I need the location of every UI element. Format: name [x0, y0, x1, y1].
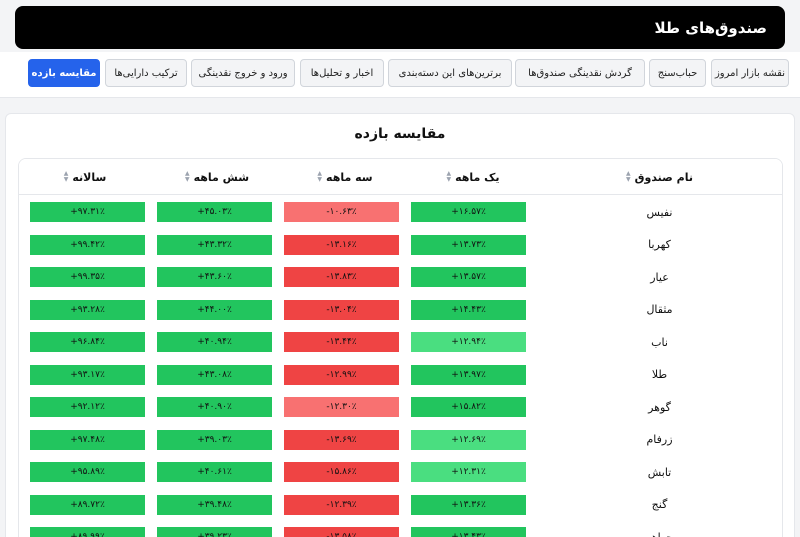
table-row[interactable]: زرفام +۱۲.۶۹٪ -۱۳.۶۹٪ +۳۹.۰۳٪ +۹۷.۴۸٪: [19, 424, 782, 457]
one-month-cell: +۱۳.۳۶٪: [411, 494, 526, 515]
annual-cell: +۸۹.۷۲٪: [30, 494, 145, 515]
tab-return-comparison[interactable]: مقایسه بازده: [28, 59, 100, 87]
one-month-cell: +۱۲.۶۹٪: [411, 429, 526, 450]
tab-news-analysis[interactable]: اخبار و تحلیل‌ها: [300, 59, 384, 87]
fund-name: زرفام: [646, 433, 673, 447]
fund-name: کهربا: [648, 238, 671, 252]
six-month-cell: +۴۳.۶۰٪: [157, 267, 272, 287]
tab-market-map[interactable]: نقشه بازار امروز: [711, 59, 789, 87]
fund-name: طلا: [651, 368, 668, 382]
three-month-cell: -۱۲.۳۰٪: [284, 397, 399, 417]
tab-liquidity-in-out[interactable]: ورود و خروج نقدینگی: [191, 59, 295, 87]
sort-icon: ▲ ▼: [317, 170, 323, 183]
annual-cell: +۹۷.۳۱٪: [30, 202, 145, 222]
fund-name: جواهر: [537, 521, 782, 537]
annual-cell: +۹۵.۸۹٪: [30, 462, 145, 482]
one-month-cell: +۱۳.۵۷٪: [411, 267, 526, 287]
sort-icon: ▲ ▼: [184, 170, 190, 183]
six-month-cell: +۴۴.۰۰٪: [157, 299, 272, 320]
tab-asset-composition[interactable]: ترکیب دارایی‌ها: [105, 59, 187, 87]
annual-cell: +۹۹.۴۲٪: [30, 234, 145, 255]
fund-name: مثقال: [646, 303, 673, 317]
fund-name: ناب: [651, 335, 668, 349]
column-header-fund-name[interactable]: نام صندوق ▲ ▼: [537, 159, 782, 195]
tabs-bar: نقشه بازار امروز حباب‌سنج گردش نقدینگی ص…: [0, 52, 800, 98]
table-row[interactable]: مثقال +۱۴.۴۳٪ -۱۳.۰۴٪ +۴۴.۰۰٪ +۹۳.۲۸٪: [19, 294, 782, 327]
column-label: شش ماهه: [193, 170, 250, 184]
column-label: یک ماهه: [455, 170, 500, 184]
returns-table: نام صندوق ▲ ▼ یک ماهه ▲ ▼ سه ماهه ▲ ▼ شش ما…: [18, 158, 783, 537]
fund-name: گنج: [651, 498, 668, 512]
annual-cell: +۹۳.۱۷٪: [30, 364, 145, 385]
table-row[interactable]: ناب +۱۲.۹۴٪ -۱۳.۴۴٪ +۴۰.۹۴٪ +۹۶.۸۴٪: [19, 326, 782, 359]
column-header-three-month[interactable]: سه ماهه ▲ ▼: [281, 159, 409, 195]
annual-cell: +۸۹.۹۹٪: [30, 527, 145, 537]
table-row[interactable]: گوهر +۱۵.۸۲٪ -۱۲.۳۰٪ +۴۰.۹۰٪ +۹۲.۱۲٪: [19, 391, 782, 424]
six-month-cell: +۳۹.۰۳٪: [157, 429, 272, 450]
three-month-cell: -۱۳.۱۶٪: [284, 234, 399, 255]
six-month-cell: +۴۳.۰۸٪: [157, 364, 272, 385]
table-row[interactable]: جواهر +۱۳.۴۳٪ -۱۳.۵۸٪ +۳۹.۲۳٪ +۸۹.۹۹٪: [19, 521, 782, 537]
one-month-cell: +۱۴.۴۳٪: [411, 299, 526, 320]
six-month-cell: +۴۳.۳۲٪: [157, 234, 272, 255]
one-month-cell: +۱۵.۸۲٪: [411, 397, 526, 417]
six-month-cell: +۴۰.۹۴٪: [157, 332, 272, 352]
column-header-six-month[interactable]: شش ماهه ▲ ▼: [153, 159, 281, 195]
one-month-cell: +۱۶.۵۷٪: [411, 202, 526, 222]
six-month-cell: +۴۵.۰۳٪: [157, 202, 272, 222]
sort-icon: ▲ ▼: [446, 170, 452, 183]
tab-fund-liquidity-flow[interactable]: گردش نقدینگی صندوق‌ها: [515, 59, 645, 87]
table-row[interactable]: گنج +۱۳.۳۶٪ -۱۲.۳۹٪ +۳۹.۴۸٪ +۸۹.۷۲٪: [19, 489, 782, 522]
three-month-cell: -۱۳.۵۸٪: [284, 527, 399, 537]
three-month-cell: -۱۲.۳۹٪: [284, 494, 399, 515]
column-label: سه ماهه: [326, 170, 373, 184]
three-month-cell: -۱۲.۹۹٪: [284, 364, 399, 385]
three-month-cell: -۱۳.۶۹٪: [284, 429, 399, 450]
six-month-cell: +۳۹.۴۸٪: [157, 494, 272, 515]
three-month-cell: -۱۳.۰۴٪: [284, 299, 399, 320]
one-month-cell: +۱۳.۴۳٪: [411, 527, 526, 537]
one-month-cell: +۱۲.۳۱٪: [411, 462, 526, 482]
column-label: سالانه: [72, 170, 107, 184]
fund-name: گوهر: [648, 400, 671, 414]
table-row[interactable]: کهربا +۱۳.۷۳٪ -۱۳.۱۶٪ +۴۳.۳۲٪ +۹۹.۴۲٪: [19, 229, 782, 262]
page-title: صندوق‌های طلا: [654, 18, 767, 37]
one-month-cell: +۱۲.۹۴٪: [411, 332, 526, 352]
return-comparison-card: مقایسه بازده نام صندوق ▲ ▼ یک ماهه ▲ ▼ سه …: [5, 113, 795, 537]
page-header: صندوق‌های طلا: [15, 6, 785, 49]
column-header-one-month[interactable]: یک ماهه ▲ ▼: [409, 159, 537, 195]
card-title: مقایسه بازده: [354, 126, 446, 142]
annual-cell: +۹۹.۳۵٪: [30, 267, 145, 287]
fund-name: تابش: [647, 465, 672, 479]
three-month-cell: -۱۰.۶۳٪: [284, 202, 399, 222]
six-month-cell: +۳۹.۲۳٪: [157, 527, 272, 537]
annual-cell: +۹۶.۸۴٪: [30, 332, 145, 352]
three-month-cell: -۱۵.۸۶٪: [284, 462, 399, 482]
six-month-cell: +۴۰.۶۱٪: [157, 462, 272, 482]
sort-icon: ▲ ▼: [626, 170, 631, 183]
fund-name: نفیس: [646, 205, 673, 219]
tab-top-in-category[interactable]: برترین‌های این دسته‌بندی: [388, 59, 512, 87]
table-header: نام صندوق ▲ ▼ یک ماهه ▲ ▼ سه ماهه ▲ ▼ شش ما…: [19, 159, 782, 195]
column-header-annual[interactable]: سالانه ▲ ▼: [19, 159, 153, 195]
one-month-cell: +۱۳.۹۷٪: [411, 364, 526, 385]
column-label: نام صندوق: [634, 170, 693, 184]
one-month-cell: +۱۳.۷۳٪: [411, 234, 526, 255]
table-row[interactable]: نفیس +۱۶.۵۷٪ -۱۰.۶۳٪ +۴۵.۰۳٪ +۹۷.۳۱٪: [19, 196, 782, 229]
sort-icon: ▲ ▼: [63, 170, 69, 183]
three-month-cell: -۱۳.۴۴٪: [284, 332, 399, 352]
annual-cell: +۹۳.۲۸٪: [30, 299, 145, 320]
six-month-cell: +۴۰.۹۰٪: [157, 397, 272, 417]
table-row[interactable]: تابش +۱۲.۳۱٪ -۱۵.۸۶٪ +۴۰.۶۱٪ +۹۵.۸۹٪: [19, 456, 782, 489]
table-row[interactable]: عیار +۱۳.۵۷٪ -۱۳.۸۳٪ +۴۳.۶۰٪ +۹۹.۳۵٪: [19, 261, 782, 294]
annual-cell: +۹۲.۱۲٪: [30, 397, 145, 417]
tab-bubble-meter[interactable]: حباب‌سنج: [649, 59, 706, 87]
annual-cell: +۹۷.۴۸٪: [30, 429, 145, 450]
three-month-cell: -۱۳.۸۳٪: [284, 267, 399, 287]
fund-name: عیار: [650, 270, 669, 284]
table-row[interactable]: طلا +۱۳.۹۷٪ -۱۲.۹۹٪ +۴۳.۰۸٪ +۹۳.۱۷٪: [19, 359, 782, 392]
